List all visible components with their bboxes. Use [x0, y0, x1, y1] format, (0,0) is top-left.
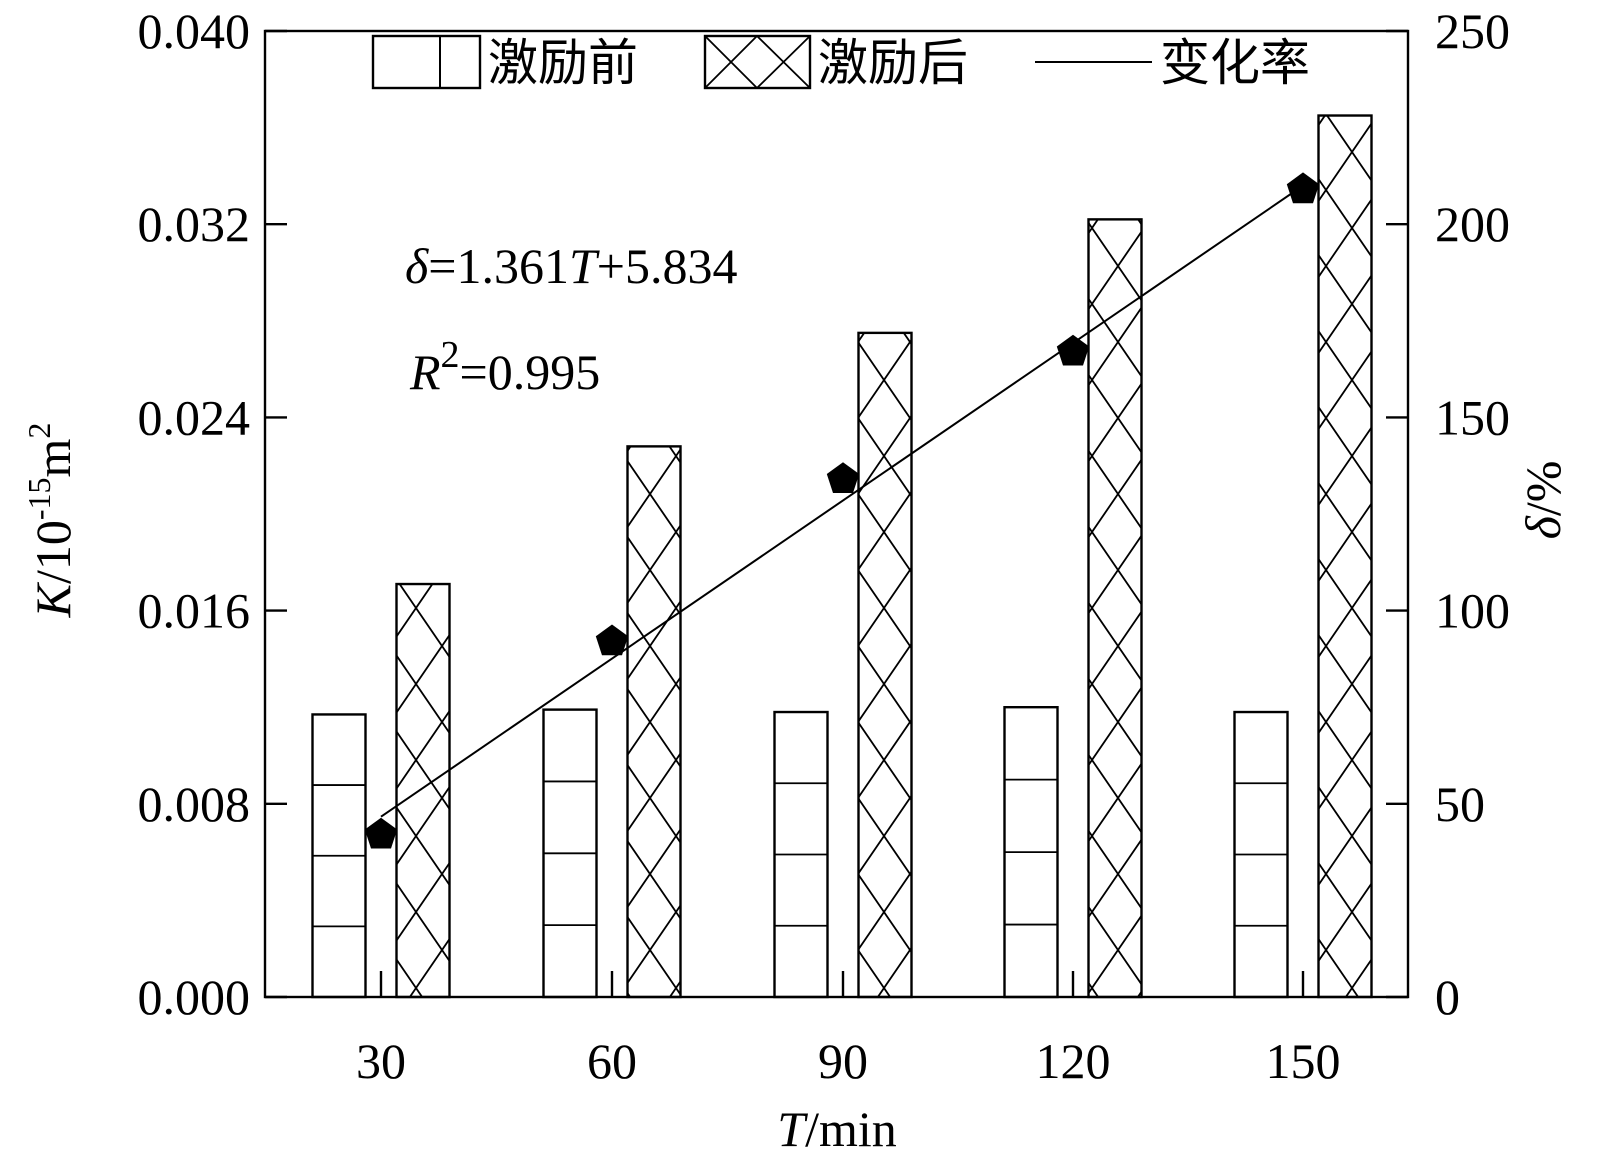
fit-r-value: =0.995: [460, 344, 601, 400]
fit-eq-var: T: [569, 238, 600, 294]
y-right-tick-label: 250: [1435, 3, 1510, 59]
fit-r-squared: R2=0.995: [409, 334, 600, 400]
x-tick-label: 30: [356, 1033, 406, 1089]
y-left-tick-label: 0.000: [138, 969, 251, 1025]
legend-swatch-after-cross: [704, 35, 811, 89]
x-tick-label: 120: [1036, 1033, 1111, 1089]
legend: 激励前 激励后 变化率: [371, 34, 1310, 91]
rate-marker-60: [595, 624, 629, 656]
y-axis-left-title: K/10-15m2: [21, 423, 81, 619]
plot-frame: [263, 29, 1410, 999]
legend-item-after: 激励后: [703, 34, 968, 91]
y-axis-left-title-exp2: 2: [21, 423, 57, 439]
rate-marker-150: [1286, 172, 1320, 204]
rate-marker-30: [364, 817, 398, 849]
legend-item-before: 激励前: [371, 34, 638, 91]
bar-after-60: [626, 445, 682, 999]
bar-after-150: [1317, 114, 1373, 999]
fit-eq-slope: =1.361: [428, 238, 569, 294]
x-tick-label: 150: [1266, 1033, 1341, 1089]
y-axis-left-title-unit-a: /10: [25, 520, 81, 584]
bar-before-60: [542, 708, 598, 999]
rate-marker-120: [1056, 334, 1090, 366]
legend-swatch-after: [703, 34, 812, 90]
y-left-tick-label: 0.040: [138, 3, 251, 59]
x-axis-title-unit: /min: [805, 1101, 897, 1157]
x-tick-label: 60: [587, 1033, 637, 1089]
bar-before-120: [1003, 706, 1059, 999]
bar-before-90: [773, 710, 829, 999]
y-axis-right-title: δ/%: [1515, 461, 1571, 540]
x-tick-label: 90: [818, 1033, 868, 1089]
y-right-tick-label: 50: [1435, 776, 1485, 832]
y-axis-left-title-unit-b: m: [25, 438, 81, 477]
y-left-tick-label: 0.024: [138, 389, 251, 445]
y-left-tick-label: 0.032: [138, 196, 251, 252]
fit-line: [380, 184, 1304, 818]
fit-r-exp: 2: [441, 334, 460, 376]
y-left-tick-label: 0.008: [138, 776, 251, 832]
legend-label-rate: 变化率: [1160, 35, 1310, 91]
y-left-tick-label: 0.016: [138, 583, 251, 639]
legend-swatch-before: [371, 34, 482, 90]
y-right-tick-label: 200: [1435, 196, 1510, 252]
fit-line-layer: [380, 184, 1304, 818]
rate-marker-90: [826, 462, 860, 493]
legend-item-rate: 变化率: [1035, 35, 1310, 91]
fit-equation: δ=1.361T+5.834: [405, 238, 737, 294]
legend-label-after: 激励后: [818, 35, 968, 91]
y-axis-left-title-exp: -15: [21, 477, 57, 520]
fit-r-symbol: R: [409, 344, 441, 400]
axes-layer: 0.000 0.008 0.016 0.024 0.032 0.040 0 50 100 150 2…: [138, 3, 1511, 1089]
bar-before-30: [311, 713, 367, 999]
fit-eq-symbol: δ: [405, 238, 429, 294]
y-axis-left-title-var: K: [25, 581, 81, 618]
bar-before-150: [1233, 710, 1289, 999]
bar-after-90: [857, 331, 913, 999]
y-right-tick-label: 150: [1435, 389, 1510, 445]
markers-layer: [364, 172, 1320, 849]
legend-label-before: 激励前: [488, 35, 638, 91]
y-right-tick-label: 100: [1435, 583, 1510, 639]
y-axis-right-title-unit: /%: [1515, 461, 1571, 517]
bar-after-120: [1087, 218, 1143, 999]
x-axis-title: T/min: [777, 1101, 897, 1157]
y-axis-right-title-var: δ: [1515, 515, 1571, 539]
bars-layer: [311, 114, 1373, 999]
x-axis-title-var: T: [777, 1101, 808, 1157]
y-right-tick-label: 0: [1435, 969, 1460, 1025]
fit-annotation: δ=1.361T+5.834 R2=0.995: [405, 238, 737, 400]
fit-eq-intercept: +5.834: [597, 238, 738, 294]
bar-after-30: [395, 582, 451, 999]
